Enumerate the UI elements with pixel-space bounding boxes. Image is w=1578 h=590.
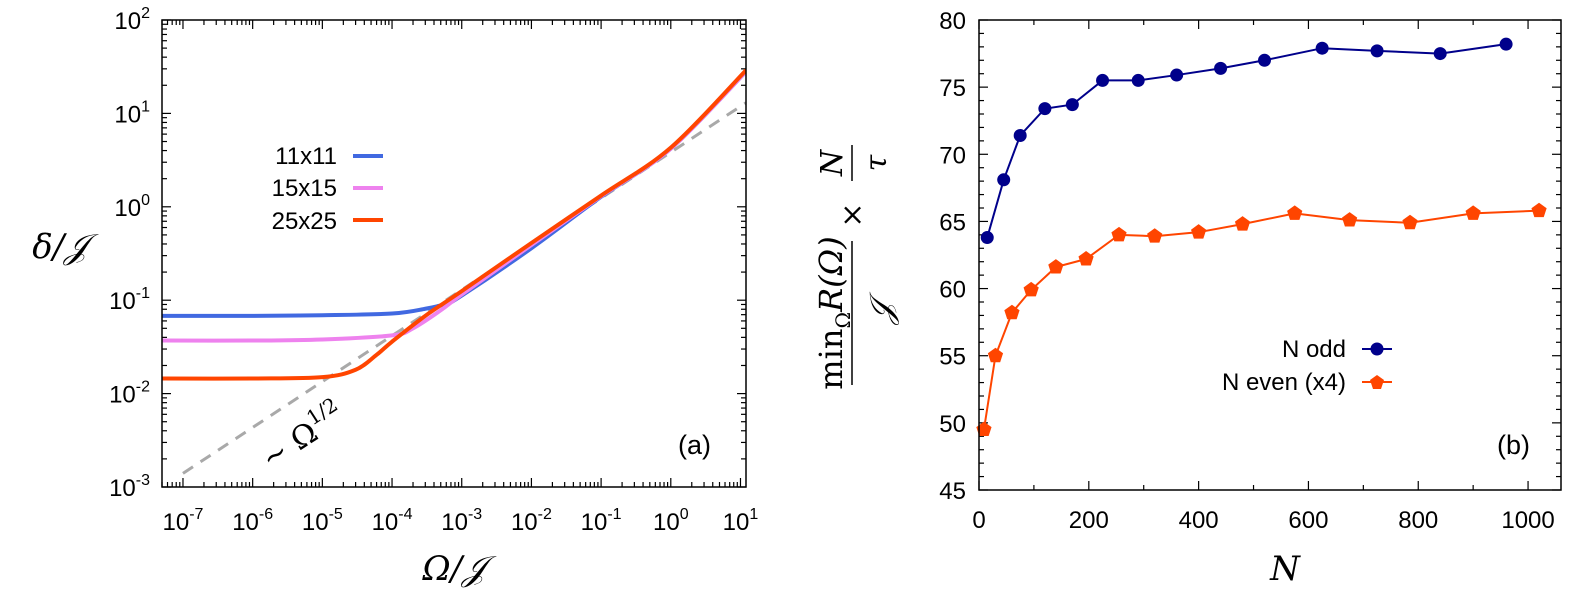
panel-a-y-tick-label: 10-2 <box>109 379 150 409</box>
svg-text:minΩR(Ω): minΩR(Ω) <box>812 236 855 389</box>
series-line-n-even <box>982 209 1540 430</box>
panel-a-x-tick-labels: 10-7 10-6 10-5 10-4 10-3 10-2 10-1 100 101 <box>163 506 759 536</box>
panel-b-y-tick-label: 75 <box>939 75 966 102</box>
legend-label-n-even: N even (x4) <box>1222 369 1346 396</box>
legend-label-15x15: 15x15 <box>272 175 337 202</box>
panel-b-x-tick-label: 600 <box>1288 507 1328 534</box>
svg-text:×: × <box>835 202 870 227</box>
panel-b-x-tick-labels: 0 200 400 600 800 1000 <box>972 507 1554 534</box>
point-n-odd <box>1370 44 1384 58</box>
panel-a-y-tick-label: 100 <box>114 192 150 222</box>
panel-a: 10-7 10-6 10-5 10-4 10-3 10-2 10-1 100 101 10-31… <box>32 5 758 589</box>
point-n-odd <box>1315 41 1329 55</box>
legend-swatch-n-even-marker <box>1370 375 1384 389</box>
svg-text:𝒥: 𝒥 <box>862 291 900 326</box>
panel-b-y-tick-label: 70 <box>939 142 966 169</box>
panel-a-series <box>162 68 746 475</box>
point-n-odd <box>1433 47 1447 61</box>
panel-a-x-tick-label: 10-3 <box>441 506 482 536</box>
svg-text:τ: τ <box>859 154 894 171</box>
panel-a-x-tick-label: 10-4 <box>372 506 413 536</box>
svg-text:N: N <box>815 148 850 177</box>
point-n-even <box>1147 228 1163 243</box>
panel-a-ticks <box>161 19 746 488</box>
panel-a-x-tick-label: 10-7 <box>163 506 204 536</box>
point-n-even <box>976 421 992 437</box>
panel-b-frame <box>978 19 1562 491</box>
series-line-n-odd <box>986 43 1507 238</box>
point-n-even <box>1004 304 1020 320</box>
series-line-25x25 <box>162 68 746 381</box>
panel-b-x-tick-label: 800 <box>1398 507 1438 534</box>
panel-a-x-tick-label: 10-2 <box>511 506 552 536</box>
panel-a-y-tick-label: 102 <box>114 5 150 35</box>
panel-a-y-tick-label: 10-3 <box>109 472 150 502</box>
panel-a-y-tick-label: 101 <box>114 98 150 128</box>
panel-b-x-tick-label: 200 <box>1069 507 1109 534</box>
panel-a-legend: 11x11 15x15 25x25 <box>272 143 383 235</box>
panel-b-x-tick-label: 1000 <box>1501 507 1554 534</box>
panel-b-x-tick-label: 400 <box>1179 507 1219 534</box>
panel-b-label: (b) <box>1497 430 1530 460</box>
panel-b-y-tick-label: 80 <box>939 8 966 35</box>
series-line-15x15 <box>162 70 746 343</box>
point-n-odd <box>1013 128 1027 142</box>
panel-b-x-tick-label: 0 <box>972 507 985 534</box>
panel-b-y-tick-label: 50 <box>939 411 966 438</box>
guide-annotation: ~ Ω1/2 <box>252 392 351 476</box>
panel-a-x-tick-label: 10-6 <box>232 506 273 536</box>
point-n-even <box>1191 224 1207 239</box>
point-n-odd <box>1038 102 1052 116</box>
point-n-odd <box>1258 53 1272 67</box>
point-n-even <box>1531 202 1547 218</box>
point-n-odd <box>1214 61 1228 75</box>
panel-a-x-tick-label: 10-5 <box>302 506 343 536</box>
panel-b-y-tick-label: 60 <box>939 277 966 304</box>
panel-a-x-tick-label: 101 <box>723 506 759 536</box>
panel-b-ticks <box>978 19 1561 491</box>
point-n-odd <box>1065 98 1079 112</box>
point-n-even <box>1023 281 1039 297</box>
point-n-even <box>1402 214 1418 230</box>
panel-a-y-tick-labels: 10-3 10-2 10-1 100 101 102 <box>109 5 150 502</box>
panel-b-x-axis-label: N <box>1269 549 1301 589</box>
panel-b-y-tick-label: 45 <box>939 478 966 505</box>
panel-b-legend: N odd N even (x4) <box>1222 336 1392 396</box>
point-n-even <box>1465 205 1481 220</box>
point-n-odd <box>997 173 1011 187</box>
point-n-odd <box>980 231 994 245</box>
panel-a-y-axis-label: δ/𝒥 <box>32 227 99 267</box>
panel-a-frame <box>161 19 747 488</box>
point-n-even <box>1078 251 1094 266</box>
panel-b-y-axis-label: minΩR(Ω) 𝒥 × N τ <box>812 145 900 390</box>
panel-b-y-tick-label: 55 <box>939 344 966 371</box>
legend-label-11x11: 11x11 <box>275 143 337 170</box>
panel-b-series <box>976 37 1547 437</box>
legend-swatch-n-odd-marker <box>1370 342 1384 356</box>
point-n-odd <box>1096 73 1110 87</box>
panel-a-x-tick-label: 100 <box>653 506 689 536</box>
point-n-even <box>987 347 1004 363</box>
point-n-even <box>1111 226 1127 242</box>
legend-label-n-odd: N odd <box>1282 336 1346 363</box>
point-n-even <box>1342 212 1358 227</box>
series-line-11x11 <box>162 70 746 318</box>
point-n-even <box>1234 216 1251 231</box>
panel-b: 0 200 400 600 800 1000 45 50 55 60 65 70 75 80 N odd… <box>812 8 1562 589</box>
legend-label-25x25: 25x25 <box>272 208 337 235</box>
point-n-even <box>1287 205 1303 220</box>
point-n-odd <box>1499 37 1513 51</box>
panel-b-y-tick-labels: 45 50 55 60 65 70 75 80 <box>939 8 966 505</box>
panel-a-x-axis-label: Ω/𝒥 <box>421 549 497 589</box>
point-n-even <box>1048 259 1064 274</box>
panel-a-label: (a) <box>678 430 711 460</box>
panel-a-x-tick-label: 10-1 <box>581 506 622 536</box>
point-n-odd <box>1131 73 1145 87</box>
point-n-odd <box>1170 68 1184 82</box>
panel-a-y-tick-label: 10-1 <box>109 285 150 315</box>
panel-b-y-tick-label: 65 <box>939 209 966 236</box>
